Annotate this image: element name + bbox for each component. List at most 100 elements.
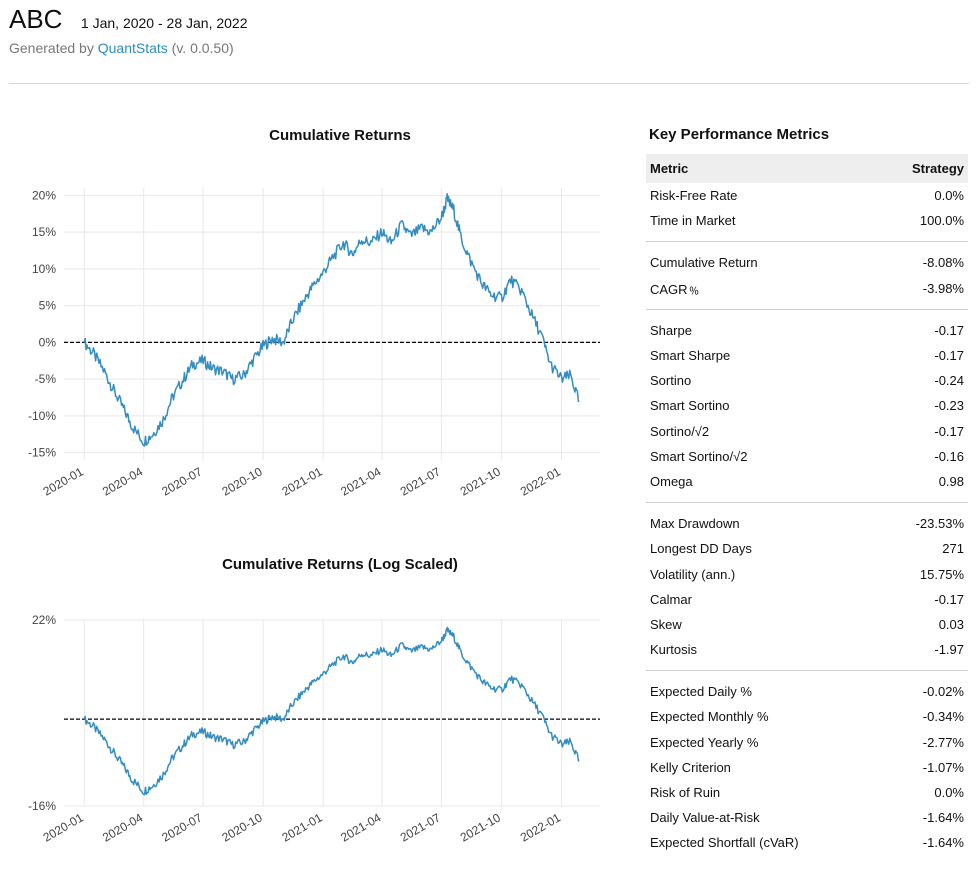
cumulative-returns-chart: Cumulative Returns 2020-01 2020-04 2020-07 2… [0, 110, 630, 520]
cumulative-returns-svg: Cumulative Returns 2020-01 2020-04 2020-07 2… [28, 127, 600, 499]
metric-row: Expected Shortfall (cVaR) -1.64% [646, 830, 968, 855]
y-tick-label: 15% [32, 225, 56, 239]
metric-value: 0.0% [934, 785, 964, 801]
metric-label: Sortino [650, 373, 692, 389]
metric-value: -0.17 [934, 423, 964, 439]
x-tick-label: 2021-04 [338, 810, 383, 844]
metric-label: Expected Monthly % [650, 709, 769, 725]
metric-value: -0.34% [922, 709, 964, 725]
key-metrics-panel: Key Performance Metrics Metric Strategy … [646, 124, 968, 856]
x-tick-label: 2020-10 [219, 810, 264, 844]
metric-value: -0.02% [922, 684, 964, 700]
x-tick-label: 2021-10 [458, 810, 503, 844]
metric-row: Risk-Free Rate 0.0% [646, 183, 968, 208]
metric-value: -8.08% [922, 255, 964, 271]
metric-row: Expected Yearly % -2.77% [646, 730, 968, 755]
x-tick-label: 2022-01 [518, 810, 563, 844]
metric-value: 271 [942, 541, 964, 557]
generated-by: Generated by QuantStats (v. 0.0.50) [9, 40, 234, 56]
strategy-column-header: Strategy [878, 154, 968, 183]
x-tick-label: 2021-01 [280, 464, 325, 498]
series-line [83, 626, 580, 796]
ticker-title: ABC [9, 4, 63, 34]
metric-value: -0.23 [934, 398, 964, 414]
series-line [83, 193, 580, 447]
metric-label: Volatility (ann.) [650, 566, 736, 582]
metrics-group-divider [646, 233, 968, 250]
log-returns-chart: Cumulative Returns (Log Scaled) 2020-01 20… [0, 540, 630, 876]
y-tick-label: -15% [28, 446, 56, 460]
metric-label: Kurtosis [650, 642, 697, 658]
metric-row: Sharpe -0.17 [646, 318, 968, 343]
metric-label: Risk of Ruin [650, 785, 721, 801]
metric-value: -0.17 [934, 322, 964, 338]
y-tick-label: -5% [35, 372, 57, 386]
metric-row: Volatility (ann.) 15.75% [646, 561, 968, 586]
metric-label: CAGR﹪ [650, 281, 701, 297]
quantstats-link[interactable]: QuantStats [97, 40, 168, 56]
x-tick-label: 2020-10 [219, 464, 264, 498]
metrics-group-divider [646, 301, 968, 318]
metric-value: 100.0% [919, 213, 964, 229]
metric-label: Smart Sharpe [650, 348, 731, 364]
metric-value: -1.64% [922, 835, 964, 851]
header-divider [9, 83, 969, 84]
metric-label: Smart Sortino/√2 [650, 448, 748, 464]
metric-value: -1.07% [922, 759, 964, 775]
metric-column-header: Metric [646, 154, 879, 183]
metric-row: Sortino/√2 -0.17 [646, 419, 968, 444]
y-tick-label: 0% [39, 335, 57, 349]
metric-row: Kelly Criterion -1.07% [646, 755, 968, 780]
metric-value: -3.98% [922, 280, 964, 296]
metric-value: -0.16 [934, 448, 964, 464]
metric-value: -1.97 [934, 642, 964, 658]
metric-row: Smart Sharpe -0.17 [646, 343, 968, 368]
metric-label: Cumulative Return [650, 255, 758, 271]
metric-label: Sharpe [650, 322, 692, 338]
metric-label: Time in Market [650, 213, 736, 229]
metric-label: Calmar [650, 591, 692, 607]
metric-row: Daily Value-at-Risk -1.64% [646, 805, 968, 830]
x-tick-label: 2021-04 [338, 464, 383, 498]
generated-prefix: Generated by [9, 40, 98, 56]
metric-row: Time in Market 100.0% [646, 208, 968, 233]
metric-label: Smart Sortino [650, 398, 730, 414]
metric-label: Longest DD Days [650, 541, 752, 557]
metric-value: -1.64% [922, 810, 964, 826]
x-tick-label: 2021-07 [398, 810, 443, 844]
y-tick-label: 20% [32, 188, 56, 202]
x-tick-label: 2020-04 [100, 810, 145, 844]
metric-row: Skew 0.03 [646, 612, 968, 637]
metric-value: -0.24 [934, 373, 964, 389]
metric-value: -0.17 [934, 591, 964, 607]
report-header: ABC 1 Jan, 2020 - 28 Jan, 2022 [9, 4, 248, 35]
x-tick-label: 2022-01 [518, 464, 563, 498]
metric-label: Kelly Criterion [650, 759, 731, 775]
metric-label: Expected Yearly % [650, 734, 759, 750]
metric-row: CAGR﹪ -3.98% [646, 276, 968, 301]
metric-value: -23.53% [915, 516, 964, 532]
x-tick-label: 2020-07 [159, 810, 204, 844]
metrics-title: Key Performance Metrics [649, 126, 830, 143]
metric-label: Sortino/√2 [650, 423, 710, 439]
x-tick-label: 2021-07 [398, 464, 443, 498]
metric-row: Omega 0.98 [646, 469, 968, 494]
metric-value: -2.77% [922, 734, 964, 750]
date-range: 1 Jan, 2020 - 28 Jan, 2022 [80, 15, 248, 31]
metric-row: Longest DD Days 271 [646, 536, 968, 561]
x-tick-label: 2020-07 [159, 464, 204, 498]
metric-label: Expected Shortfall (cVaR) [650, 835, 799, 851]
metric-label: Expected Daily % [650, 684, 752, 700]
metric-row: Expected Monthly % -0.34% [646, 704, 968, 729]
metric-label: Risk-Free Rate [650, 188, 738, 204]
metric-row: Risk of Ruin 0.0% [646, 780, 968, 805]
metric-label: Daily Value-at-Risk [650, 810, 760, 826]
x-tick-label: 2021-10 [458, 464, 503, 498]
metric-label: Max Drawdown [650, 516, 740, 532]
metric-row: Max Drawdown -23.53% [646, 511, 968, 536]
metric-row: Sortino -0.24 [646, 368, 968, 393]
metrics-group-divider [646, 662, 968, 679]
x-tick-label: 2020-04 [100, 464, 145, 498]
metric-value: 15.75% [919, 566, 964, 582]
metric-value: -0.17 [934, 348, 964, 364]
